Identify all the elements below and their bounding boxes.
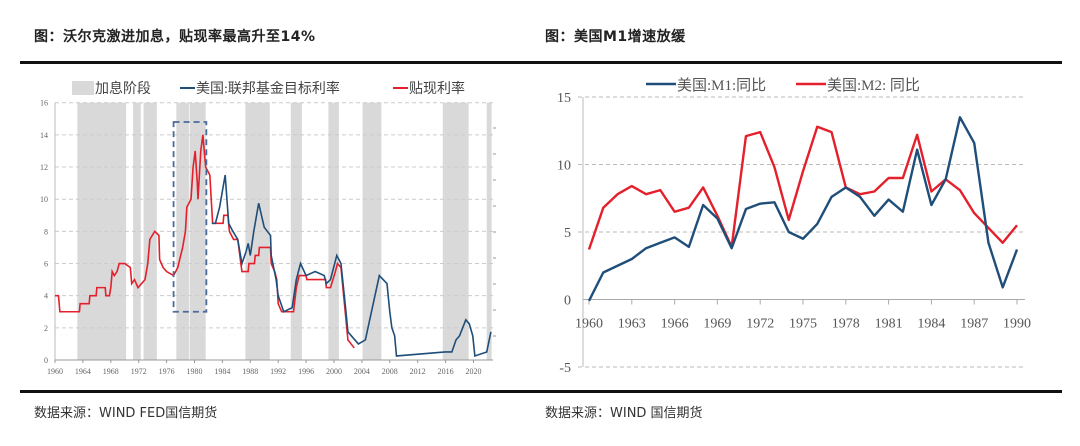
x-tick-label: 1978 bbox=[832, 317, 860, 332]
x-tick-label: 1984 bbox=[214, 367, 230, 376]
x-tick-label: 1975 bbox=[789, 317, 817, 332]
x-tick-label: 2004 bbox=[354, 367, 370, 376]
x-tick-label: 1992 bbox=[270, 367, 286, 376]
x-tick-label: 1980 bbox=[186, 367, 202, 376]
x-tick-label: 2020 bbox=[465, 367, 481, 376]
x-tick-label: 1969 bbox=[703, 317, 731, 332]
legend-label: 美国:M1:同比 bbox=[677, 77, 766, 94]
y-tick-label: 5 bbox=[564, 226, 571, 241]
y-tick-label: 8 bbox=[44, 227, 48, 236]
x-tick-label: 1964 bbox=[75, 367, 91, 376]
y-tick-label: 2 bbox=[44, 324, 48, 333]
volcker-highlight-box bbox=[172, 121, 208, 313]
bottom-divider bbox=[20, 390, 1062, 393]
x-tick-label: 1984 bbox=[917, 317, 945, 332]
y-tick-label: 0 bbox=[44, 356, 48, 365]
x-tick-label: 1963 bbox=[618, 317, 646, 332]
legend-label: 加息阶段 bbox=[95, 80, 151, 97]
x-tick-label: 1987 bbox=[960, 317, 988, 332]
x-tick-label: 1972 bbox=[131, 367, 147, 376]
fed-funds-target-line bbox=[211, 174, 492, 358]
x-tick-label: 1966 bbox=[661, 317, 689, 332]
x-tick-label: 2000 bbox=[326, 367, 342, 376]
x-tick-label: 1996 bbox=[298, 367, 314, 376]
y-tick-label: 14 bbox=[40, 131, 48, 140]
y-tick-label: -5 bbox=[559, 361, 571, 376]
legend-swatch-hike-period bbox=[72, 81, 94, 95]
y-tick-label: 10 bbox=[40, 195, 48, 204]
y-tick-label: 6 bbox=[44, 260, 48, 269]
x-tick-label: 2016 bbox=[438, 367, 454, 376]
left-chart-caption: 图：沃尔克激进加息，贴现率最高升至14% bbox=[34, 29, 316, 45]
y-tick-label: 12 bbox=[40, 163, 48, 172]
y-tick-label: 4 bbox=[44, 292, 48, 301]
right-chart-caption: 图：美国M1增速放缓 bbox=[545, 29, 686, 45]
y-tick-label: 10 bbox=[557, 159, 571, 174]
x-tick-label: 1960 bbox=[575, 317, 603, 332]
x-tick-label: 1981 bbox=[875, 317, 903, 332]
x-tick-label: 1990 bbox=[1003, 317, 1031, 332]
y-tick-label: 0 bbox=[564, 294, 571, 309]
x-tick-label: 1972 bbox=[746, 317, 774, 332]
x-tick-label: 2008 bbox=[382, 367, 398, 376]
x-tick-label: 2012 bbox=[410, 367, 426, 376]
legend-label: 美国:联邦基金目标利率 bbox=[196, 80, 340, 97]
y-tick-label: 15 bbox=[557, 91, 571, 106]
x-tick-label: 1968 bbox=[103, 367, 119, 376]
rate-hike-period-band bbox=[133, 102, 141, 360]
left-source-note: 数据来源：WIND FED国信期货 bbox=[34, 406, 218, 421]
legend-label: 美国:M2: 同比 bbox=[827, 77, 920, 94]
top-divider bbox=[20, 61, 1062, 64]
discount-rate-line bbox=[55, 134, 355, 349]
rate-hike-period-band bbox=[328, 102, 339, 360]
x-tick-label: 1976 bbox=[159, 367, 175, 376]
m1-yoy-line bbox=[587, 116, 1019, 302]
x-tick-label: 1988 bbox=[242, 367, 258, 376]
legend-label: 贴现利率 bbox=[409, 80, 465, 97]
y-tick-label: 16 bbox=[40, 99, 48, 108]
right-source-note: 数据来源：WIND 国信期货 bbox=[545, 406, 703, 421]
x-tick-label: 1960 bbox=[47, 367, 63, 376]
